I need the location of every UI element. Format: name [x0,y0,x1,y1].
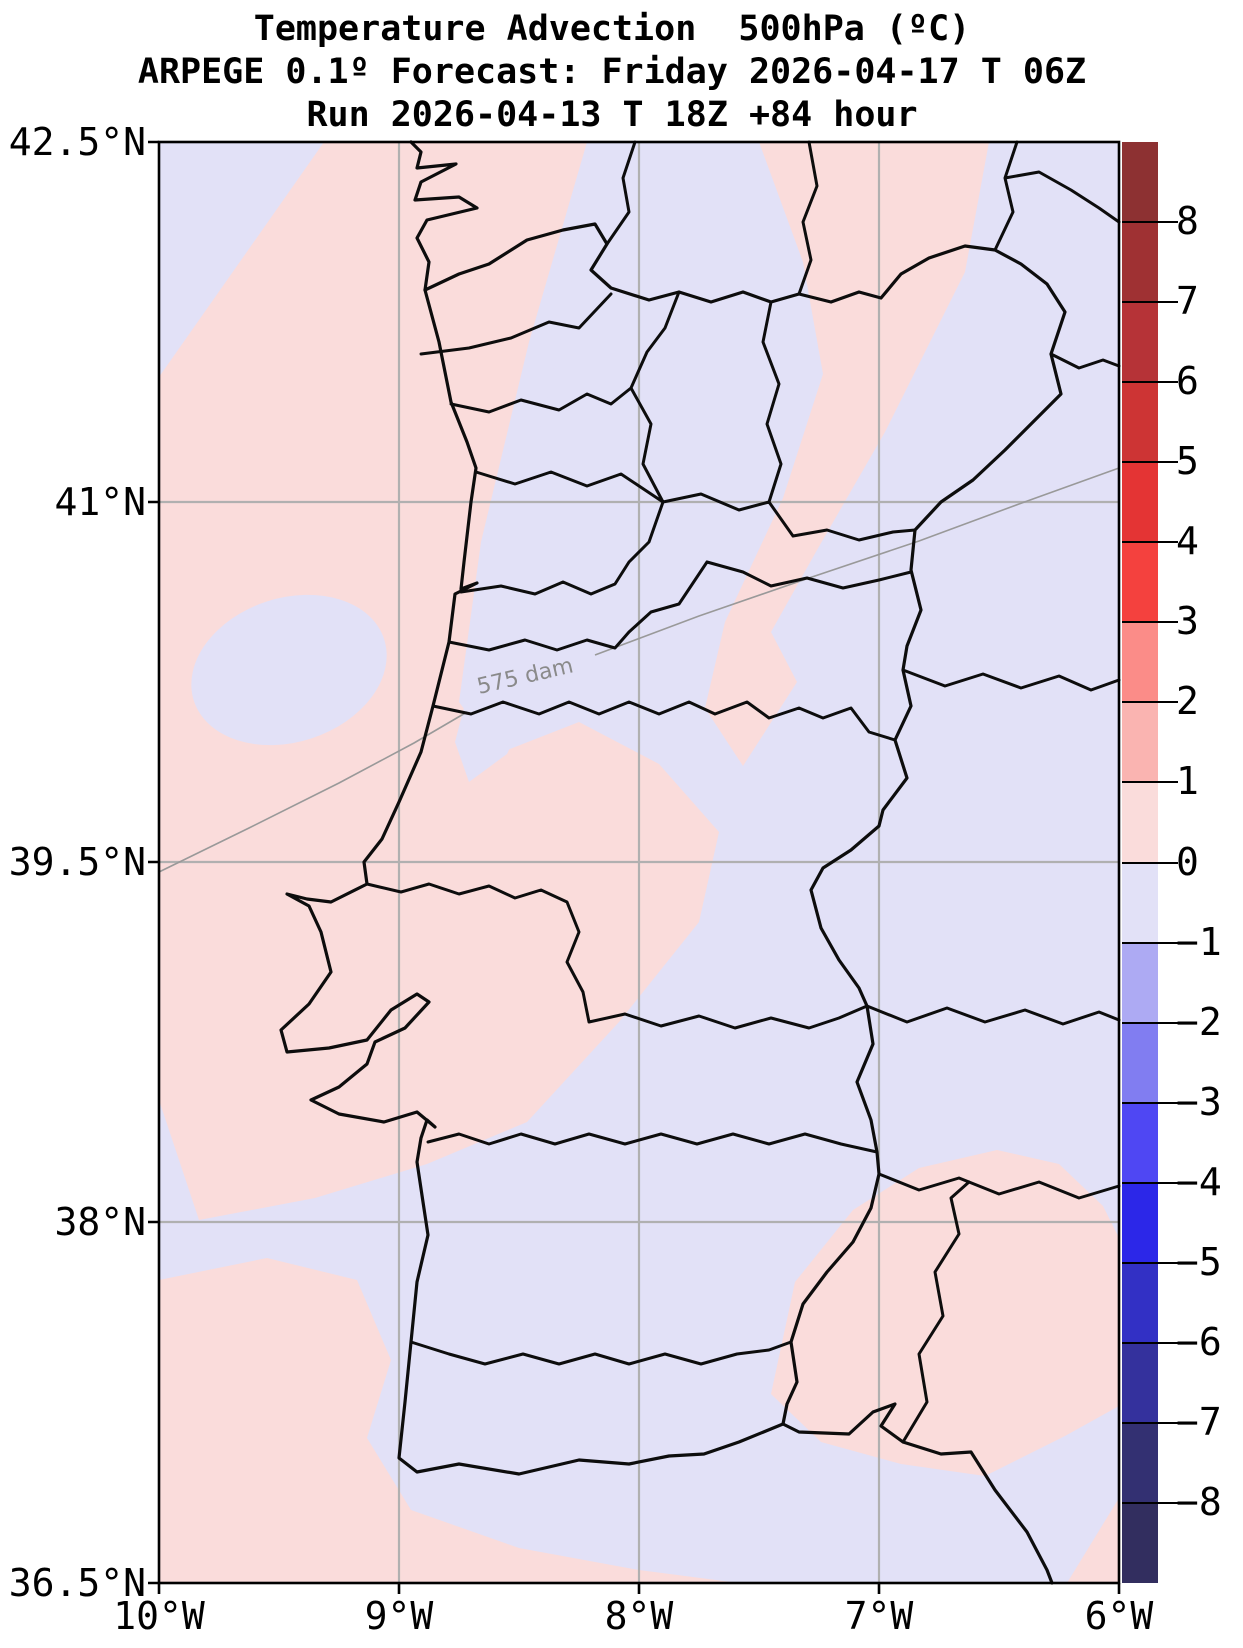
colorbar-tick-label: −5 [1176,1239,1222,1284]
colorbar-tick-label: 5 [1176,439,1199,484]
colorbar-tick-label: 4 [1176,519,1199,564]
colorbar-tick-label: −7 [1176,1399,1222,1444]
colorbar-segment [1122,1022,1158,1103]
fill-positive-ne-band [705,142,989,766]
colorbar-segment [1122,1102,1158,1183]
lon-tick-label-7w: 7°W [844,1594,914,1638]
colorbar-segment [1122,1503,1158,1584]
colorbar-tick-label: 0 [1176,839,1199,884]
colorbar-segment [1122,1262,1158,1343]
colorbar-segment [1122,622,1158,703]
colorbar-tick-label: 1 [1176,759,1199,804]
colorbar-segment [1122,382,1158,463]
colorbar-segment [1122,1423,1158,1504]
colorbar-tick-label: 8 [1176,199,1199,244]
colorbar-tick-label: −6 [1176,1319,1222,1364]
colorbar-segment [1122,862,1158,943]
colorbar-segment [1122,462,1158,543]
colorbar-tick-label: 2 [1176,679,1199,724]
fill-positive-corner [1067,1498,1119,1583]
lon-tick-label-9w: 9°W [364,1594,434,1638]
colorbar-segment [1122,542,1158,623]
lat-tick-marks [148,140,159,1585]
colorbar-segment [1122,222,1158,303]
lon-tick-marks [157,1583,1121,1594]
colorbar-segment [1122,702,1158,783]
lon-tick-label-10w: 10°W [113,1594,205,1638]
advection-map: 575 dam [148,140,1121,1594]
geopotential-contour-575dam [594,467,1120,656]
colorbar-tick-label: −8 [1176,1479,1222,1524]
colorbar-segment [1122,1182,1158,1263]
fill-positive-sw [159,1258,739,1583]
coastline [279,140,1054,1585]
title-line-1: Temperature Advection 500hPa (ºC) [253,9,971,49]
colorbar-tick-label: −1 [1176,919,1222,964]
district-boundaries [365,290,917,1366]
colorbar-segment [1122,1342,1158,1423]
colorbar [1122,142,1158,1584]
title-line-3: Run 2026-04-13 T 18Z +84 hour [306,95,918,135]
colorbar-labels: 8 7 6 5 4 3 2 1 0 −1 −2 −3 −4 −5 −6 −7 −8 [1176,142,1242,1583]
lat-tick-label-42-5n: 42.5°N [8,120,146,164]
colorbar-tick-label: 7 [1176,279,1199,324]
colorbar-segment [1122,302,1158,383]
colorbar-tick-label: 3 [1176,599,1199,644]
province-boundaries [605,140,1121,1444]
graticule-lines [159,142,1119,1583]
geopotential-contour-575dam [158,711,468,873]
colorbar-tick-label: −2 [1176,999,1222,1044]
colorbar-tick-label: −4 [1176,1159,1222,1204]
fill-negative-tongue [455,142,751,782]
lat-tick-label-41n: 41°N [54,480,146,524]
colorbar-segment [1122,942,1158,1023]
lon-tick-label-8w: 8°W [604,1594,674,1638]
lat-tick-label-38n: 38°N [54,1200,146,1244]
colorbar-segment [1122,782,1158,863]
colorbar-segment [1122,142,1158,223]
colorbar-tick-label: 6 [1176,359,1199,404]
fill-negative-blob [191,594,387,746]
lat-tick-label-36-5n: 36.5°N [8,1561,146,1605]
title-line-2: ARPEGE 0.1º Forecast: Friday 2026-04-17 … [137,52,1087,92]
lon-tick-label-6w: 6°W [1084,1594,1154,1638]
lat-tick-label-39-5n: 39.5°N [8,840,146,884]
colorbar-tick-label: −3 [1176,1079,1222,1124]
figure-title-block: Temperature Advection 500hPa (ºC) ARPEGE… [0,8,1224,137]
